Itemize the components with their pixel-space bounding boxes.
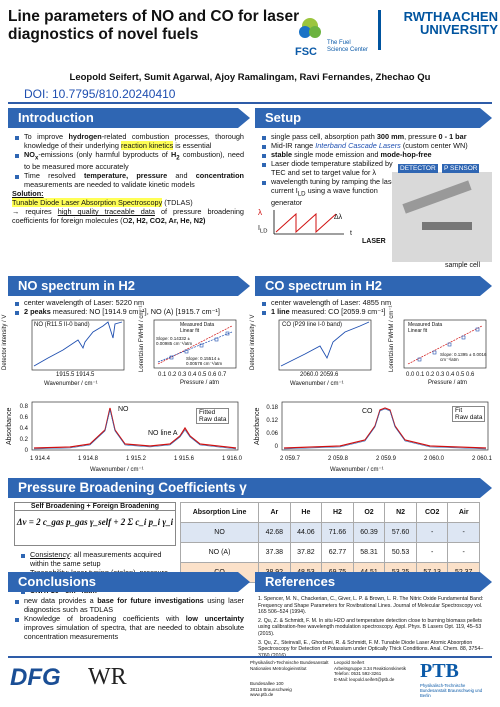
co-abs-xticks: 2 059.7 2 059.8 2 059.9 2 060.0 2 060.1: [280, 456, 492, 462]
co-fwhm-xticks: 0.0 0.1 0.2 0.3 0.4 0.5 0.6: [406, 372, 475, 378]
co-abs-xlabel: Wavenumber / cm⁻¹: [330, 467, 384, 473]
no-fwhm-ylabel: Lorentzian FWHM / cm⁻¹: [139, 305, 145, 372]
divider: [8, 102, 492, 104]
th-co2: CO2: [415, 502, 449, 523]
co-detector-plot: [278, 319, 372, 371]
dfg-logo: DFG: [10, 664, 61, 691]
no-abs-xlabel: Wavenumber / cm⁻¹: [90, 467, 144, 473]
th-n2: N2: [384, 502, 417, 523]
contact-info: Leopold Seifert Arbeitsgruppe 3.34 Reakti…: [334, 660, 407, 682]
ptb-logo: PTB Physikalisch-Technische Bundesanstal…: [420, 660, 483, 698]
doi: DOI: 10.7795/810.20240410: [24, 87, 176, 101]
setup-photo: [392, 172, 492, 262]
ramp-current: ILD: [258, 225, 268, 235]
no-line-a-label: NO line A: [148, 430, 178, 437]
rwth-bar: [378, 10, 381, 50]
no-fwhm-plot: [153, 319, 237, 369]
no-abs-legend: Fitted Raw data: [196, 408, 230, 424]
ramp-time: t: [350, 230, 352, 237]
label-detector: DETECTOR: [398, 164, 438, 173]
co-peak-label: CO: [362, 408, 373, 415]
section-conclusions: Conclusions: [8, 572, 250, 592]
no-abs-ylabel: Absorbance: [6, 407, 13, 445]
section-introduction: Introduction: [8, 108, 250, 128]
wr-logo: WR: [88, 664, 127, 690]
no-abs-yticks: 0.8 0.6 0.4 0.2 0: [19, 404, 28, 454]
section-pressure-broadening: Pressure Broadening Coefficients γ: [8, 478, 492, 498]
authors: Leopold Seifert, Sumit Agarwal, Ajoy Ram…: [69, 72, 431, 83]
fsc-leaf-icon: [299, 18, 321, 38]
th-he: He: [289, 502, 323, 523]
th-o2: O2: [352, 502, 386, 523]
fsc-logo-text: FSC: [295, 46, 317, 58]
no-body: center wavelength of Laser: 5220 nm 2 pe…: [12, 298, 247, 316]
no-fwhm-xticks: 0.1 0.2 0.3 0.4 0.5 0.6 0.7: [158, 372, 227, 378]
formula: Δν = 2 c_gas p_gas γ_self + 2 Σ c_i p_i …: [16, 517, 174, 527]
no-slope1: Slope: 0.14332 ± 0.00985 cm⁻¹/atm: [156, 336, 193, 346]
section-references: References: [255, 572, 492, 592]
poster-title: Line parameters of NO and CO for laser d…: [8, 8, 300, 43]
co-abs-legend: Fit Raw data: [452, 406, 486, 422]
footer-divider: [8, 656, 492, 658]
intro-body: To improve hydrogen-related combustion p…: [12, 132, 244, 226]
table-row: NO 42.68 44.06 71.66 60.39 57.60- -: [179, 522, 480, 543]
th-absorption-line: Absorption Line: [179, 502, 260, 523]
co-fwhm-legend: Measured Data Linear fit: [408, 322, 443, 334]
co-fwhm-plot: [403, 319, 487, 369]
ramp-lambda: λ: [258, 208, 262, 217]
no-fwhm-legend: Measured Data Linear fit: [180, 322, 215, 334]
section-setup: Setup: [255, 108, 492, 128]
formula-box-title: Self Broadening + Foreign Broadening: [15, 503, 175, 511]
no-detector-plot: [31, 319, 125, 371]
broadening-table: Absorption Line Ar He H2 O2 N2 CO2 Air N…: [179, 502, 480, 583]
no-slope2: Slope: 0.15514 ± 0.00578 cm⁻¹/atm: [186, 356, 223, 366]
setup-body: single pass cell, absorption path 300 mm…: [259, 132, 494, 207]
rwth-logo: RWTHAACHEN UNIVERSITY: [403, 9, 498, 37]
no-peak-label: NO: [118, 406, 129, 413]
no-inset-xticks: 1915.5 1914.5: [56, 372, 95, 378]
no-inset-ylabel: Detector intensity / V: [2, 314, 8, 370]
ramp-delta-lambda: Δλ: [334, 214, 343, 221]
no-fwhm-xlabel: Pressure / atm: [180, 380, 220, 386]
label-laser: LASER: [362, 238, 386, 245]
ramp-diagram: [273, 210, 344, 235]
th-ar: Ar: [258, 502, 291, 523]
fsc-logo: FSC The Fuel Science Center: [295, 14, 375, 58]
co-inset-xticks: 2060.0 2059.6: [300, 372, 339, 378]
co-inset-label: CO (P29 line I-0 band): [282, 322, 343, 328]
references-body: 1. Spencer, M. N., Chackerian, C., Giver…: [258, 596, 484, 659]
fsc-subtitle: The Fuel Science Center: [327, 40, 369, 53]
co-fwhm-ylabel: Lorentzian FWHM / cm⁻¹: [389, 305, 395, 372]
label-sample-cell: sample cell: [445, 262, 481, 269]
co-abs-yticks: 0.18 0.12 0.06 0: [266, 405, 278, 450]
th-h2: H2: [321, 502, 354, 523]
conclusions-body: new data provides a base for future inve…: [15, 596, 244, 641]
co-fwhm-xlabel: Pressure / atm: [428, 380, 468, 386]
section-no-spectrum: NO spectrum in H2: [8, 276, 250, 296]
no-abs-xticks: 1 914.4 1 914.8 1 915.2 1 915.6 1 916.0: [30, 456, 242, 462]
no-inset-label: NO (R11.5 II-0 band): [34, 322, 90, 328]
th-air: Air: [447, 502, 480, 523]
section-co-spectrum: CO spectrum in H2: [255, 276, 492, 296]
no-inset-xlabel: Wavenumber / cm⁻¹: [44, 381, 98, 387]
table-header-row: Absorption Line Ar He H2 O2 N2 CO2 Air: [179, 502, 480, 523]
co-body: center wavelength of Laser: 4855 nm 1 li…: [259, 298, 494, 316]
table-row: NO (A) 37.38 37.82 62.77 58.31 50.53- -: [179, 542, 480, 563]
co-abs-ylabel: Absorbance: [254, 407, 261, 445]
ptb-address: Physikalisch-Technische Bundesanstalt Nat…: [250, 660, 329, 698]
co-inset-ylabel: Detector intensity / V: [250, 314, 256, 370]
co-inset-xlabel: Wavenumber / cm⁻¹: [290, 381, 344, 387]
formula-box: Self Broadening + Foreign Broadening Δν …: [14, 502, 176, 546]
co-slope: Slope: 0.1395 ± 0.0016 cm⁻¹/atm: [440, 352, 487, 362]
label-psensor: P SENSOR: [442, 164, 480, 173]
